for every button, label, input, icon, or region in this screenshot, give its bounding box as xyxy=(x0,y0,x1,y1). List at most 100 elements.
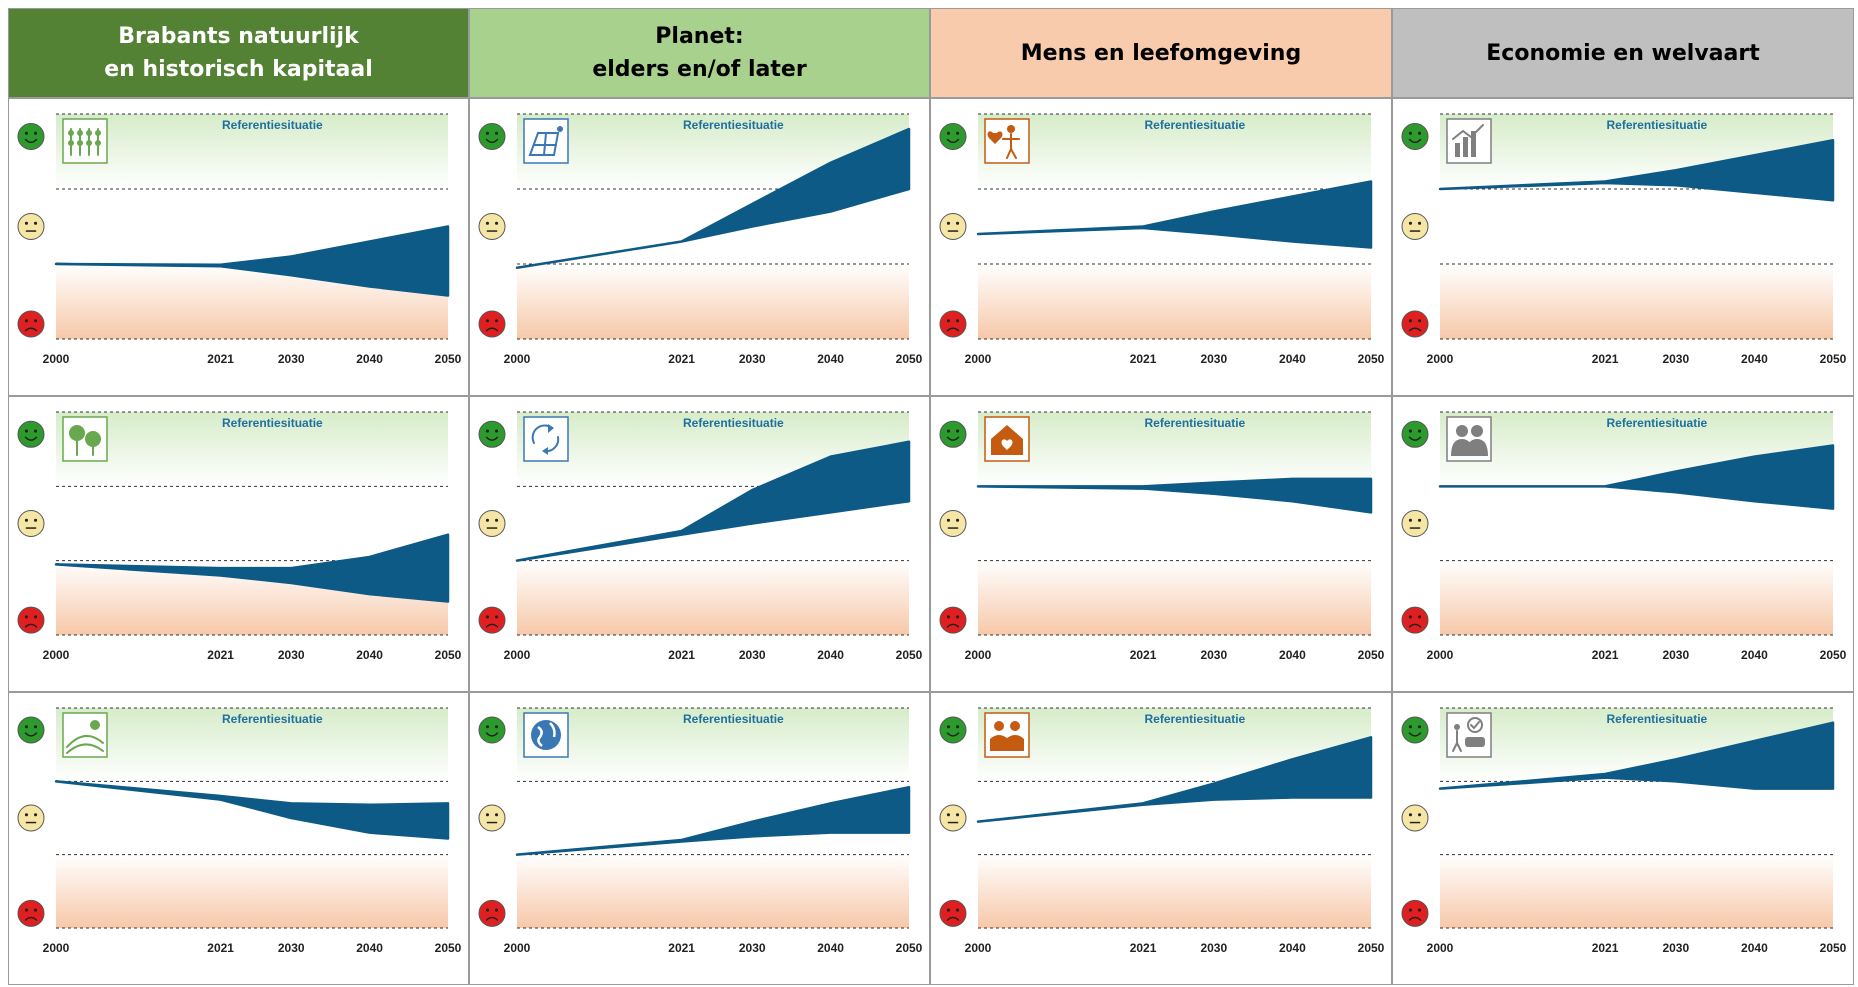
smiley-neutral-icon xyxy=(939,804,967,832)
mobility-icon-glyph xyxy=(1467,717,1483,733)
indicator-chart: Referentiesituatie 2000 2021 2030 2040 2050 xyxy=(1392,692,1854,985)
band-area xyxy=(54,225,450,297)
mobility-icon-glyph xyxy=(1465,737,1485,747)
smiley-good-icon xyxy=(939,420,967,448)
x-tick-label: 2030 xyxy=(1662,352,1689,366)
smiley-good-eye xyxy=(494,429,499,433)
x-tick-label: 2030 xyxy=(278,352,305,366)
indicator-grid: Brabants natuurlijk en historisch kapita… xyxy=(8,8,1854,985)
chart-svg: Referentiesituatie 2000 2021 2030 2040 2050 xyxy=(478,707,923,955)
x-tick-label: 2030 xyxy=(1200,941,1227,955)
smiley-bad-eye xyxy=(1408,319,1413,323)
smiley-bad-eye xyxy=(33,615,38,619)
annotation-label: Referentiesituatie xyxy=(1607,712,1708,726)
smiley-neutral-eye xyxy=(485,518,490,522)
landscape-icon-glyph xyxy=(66,735,104,748)
x-tick-label: 2021 xyxy=(668,648,695,662)
x-tick-label: 2000 xyxy=(43,648,70,662)
chart-svg: Referentiesituatie 2000 2021 2030 2040 2050 xyxy=(17,113,462,366)
chart-svg: Referentiesituatie 2000 2021 2030 2040 2050 xyxy=(939,411,1385,662)
smiley-good-mouth xyxy=(24,436,38,441)
x-tick-label: 2021 xyxy=(207,941,234,955)
smiley-good-eye xyxy=(1408,131,1413,135)
annotation-label: Referentiesituatie xyxy=(1607,118,1708,132)
smiley-good-eye xyxy=(494,725,499,729)
smiley-bad-mouth xyxy=(946,916,960,922)
smiley-bad-mouth xyxy=(485,623,499,628)
smiley-good-mouth xyxy=(1408,732,1422,737)
smiley-good-icon xyxy=(478,123,506,150)
chart-svg: Referentiesituatie 2000 2021 2030 2040 2050 xyxy=(17,411,462,662)
x-tick-label: 2040 xyxy=(1741,648,1768,662)
x-tick-label: 2030 xyxy=(1200,648,1227,662)
smiley-good-eye xyxy=(494,131,499,135)
smiley-bad-eye xyxy=(24,908,29,912)
smiley-neutral-eye xyxy=(1417,813,1422,817)
smiley-bad-eye xyxy=(955,908,960,912)
trees-icon-glyph xyxy=(69,425,85,441)
smiley-bad-mouth xyxy=(485,327,499,332)
x-tick-label: 2050 xyxy=(435,941,462,955)
smiley-bad-eye xyxy=(33,908,38,912)
x-tick-label: 2050 xyxy=(1820,352,1847,366)
smiley-good-icon xyxy=(939,716,967,744)
chart-svg: Referentiesituatie 2000 2021 2030 2040 2050 xyxy=(1401,707,1847,955)
x-tick-label: 2030 xyxy=(739,941,766,955)
smiley-bad-eye xyxy=(955,319,960,323)
agriculture-icon-glyph xyxy=(68,140,74,146)
person-heart-icon-glyph xyxy=(987,131,1003,144)
home-heart-icon-glyph xyxy=(1001,439,1013,450)
smiley-good-icon xyxy=(1401,123,1429,150)
family-icon-glyph xyxy=(994,721,1004,731)
band-area xyxy=(515,127,911,269)
agriculture-icon-glyph xyxy=(77,130,83,136)
smiley-good-icon xyxy=(17,716,45,744)
family-icon-glyph xyxy=(1010,721,1020,731)
smiley-neutral-icon xyxy=(478,804,506,832)
x-tick-label: 2000 xyxy=(1427,941,1454,955)
x-tick-label: 2050 xyxy=(1358,941,1385,955)
x-tick-label: 2040 xyxy=(1279,648,1306,662)
indicator-chart: Referentiesituatie 2000 2021 2030 2040 2050 xyxy=(8,692,469,985)
smiley-good-eye xyxy=(946,429,951,433)
x-tick-label: 2050 xyxy=(1820,941,1847,955)
smiley-bad-eye xyxy=(1417,615,1422,619)
chart-svg: Referentiesituatie 2000 2021 2030 2040 2050 xyxy=(1401,113,1847,366)
smiley-bad-mouth xyxy=(946,623,960,628)
mobility-icon-glyph xyxy=(1452,730,1462,752)
chart-svg: Referentiesituatie 2000 2021 2030 2040 2050 xyxy=(939,113,1385,366)
landscape-icon-glyph xyxy=(66,743,104,754)
smiley-good-mouth xyxy=(1408,436,1422,441)
smiley-neutral-eye xyxy=(494,813,499,817)
x-tick-label: 2050 xyxy=(1358,648,1385,662)
x-tick-label: 2021 xyxy=(1130,941,1157,955)
landscape-icon-glyph xyxy=(90,720,100,730)
globe-icon-glyph xyxy=(549,722,556,738)
x-tick-label: 2000 xyxy=(965,941,992,955)
x-tick-label: 2000 xyxy=(504,941,531,955)
smiley-neutral-eye xyxy=(24,221,29,225)
smiley-bad-eye xyxy=(1408,908,1413,912)
band-area xyxy=(54,533,450,603)
annotation-label: Referentiesituatie xyxy=(683,118,784,132)
solar-wind-icon-glyph xyxy=(543,132,547,156)
zone-bad xyxy=(978,264,1371,339)
agriculture-icon-glyph xyxy=(68,130,74,136)
smiley-good-eye xyxy=(485,725,490,729)
x-tick-label: 2050 xyxy=(896,941,923,955)
smiley-neutral-eye xyxy=(955,813,960,817)
smiley-neutral-eye xyxy=(946,813,951,817)
smiley-good-eye xyxy=(24,725,29,729)
zone-good xyxy=(56,708,448,782)
x-tick-label: 2021 xyxy=(1130,352,1157,366)
economy-chart-icon-glyph xyxy=(1455,143,1460,157)
smiley-good-eye xyxy=(955,725,960,729)
smiley-bad-mouth xyxy=(1408,916,1422,922)
globe-icon-glyph xyxy=(537,725,543,747)
smiley-good-eye xyxy=(1417,429,1422,433)
smiley-bad-eye xyxy=(494,908,499,912)
smiley-neutral-eye xyxy=(1408,813,1413,817)
smiley-good-eye xyxy=(33,131,38,135)
smiley-bad-eye xyxy=(1417,319,1422,323)
smiley-neutral-eye xyxy=(1408,221,1413,225)
